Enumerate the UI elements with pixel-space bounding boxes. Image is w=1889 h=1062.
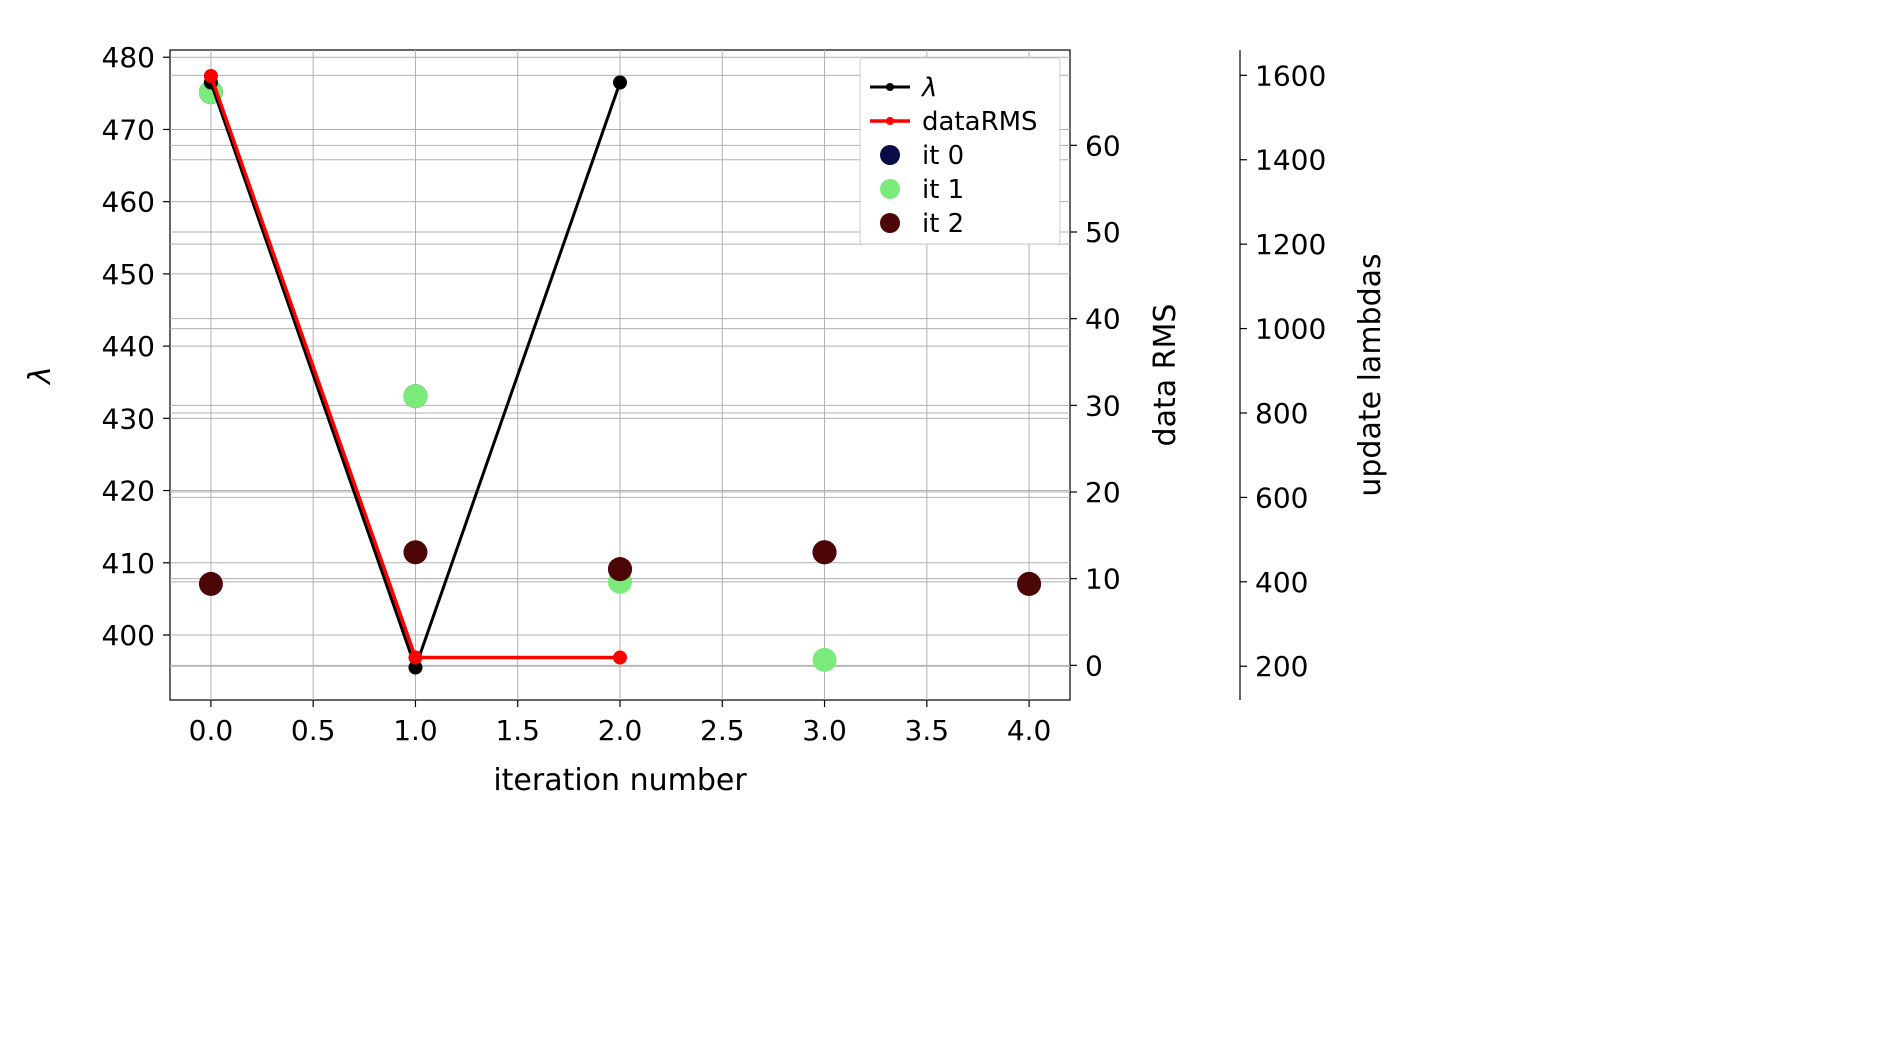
y-right1-tick-label: 40 [1085, 303, 1121, 336]
y-right1-tick-label: 60 [1085, 129, 1121, 162]
x-axis-label: iteration number [493, 763, 747, 798]
y-right2-tick-label: 400 [1255, 566, 1308, 599]
y-right1-tick-label: 30 [1085, 389, 1121, 422]
y-right1-tick-label: 0 [1085, 649, 1103, 682]
x-tick-label: 3.5 [905, 714, 950, 747]
series-marker-it2 [403, 540, 427, 564]
y-left-tick-label: 430 [102, 402, 155, 435]
y-right1-tick-label: 50 [1085, 216, 1121, 249]
legend-label: it 2 [922, 209, 964, 239]
y-left-tick-label: 460 [102, 186, 155, 219]
y-left-tick-label: 410 [102, 547, 155, 580]
y-right2-tick-label: 1600 [1255, 59, 1326, 92]
chart-svg: 0.0 0.5 1.0 1.5 2.0 2.5 3.0 3.5 4.0 iteration num… [0, 0, 1889, 1062]
x-tick-label: 2.0 [598, 714, 643, 747]
y-right2-tick-label: 200 [1255, 650, 1308, 683]
y-right2-tick-label: 1200 [1255, 228, 1326, 261]
y-left-axis-label: λ [23, 366, 58, 386]
legend: λ dataRMS it 0 it 1 it 2 [860, 58, 1060, 244]
x-tick-label: 1.0 [393, 714, 438, 747]
y-right2-tick-label: 600 [1255, 481, 1308, 514]
y-right1-tick-label: 10 [1085, 563, 1121, 596]
series-marker-it1 [813, 648, 837, 672]
x-tick-label: 2.5 [700, 714, 745, 747]
chart-container: 0.0 0.5 1.0 1.5 2.0 2.5 3.0 3.5 4.0 iteration num… [0, 0, 1889, 1062]
x-tick-label: 3.0 [802, 714, 847, 747]
series-marker-dataRMS [408, 651, 422, 665]
x-tick-label: 0.5 [291, 714, 336, 747]
x-tick-label: 0.0 [189, 714, 234, 747]
y-right2-tick-label: 1000 [1255, 313, 1326, 346]
y-left-tick-label: 470 [102, 113, 155, 146]
series-marker-it1 [403, 384, 427, 408]
series-marker-it2 [813, 540, 837, 564]
y-left-tick-label: 450 [102, 258, 155, 291]
legend-label: it 1 [922, 175, 964, 205]
y-left-tick-label: 400 [102, 619, 155, 652]
y-left-tick-label: 420 [102, 475, 155, 508]
y-right2-tick-label: 800 [1255, 397, 1308, 430]
legend-label: dataRMS [922, 107, 1038, 137]
series-marker-it2 [199, 572, 223, 596]
legend-label: λ [920, 73, 937, 103]
y-left-tick-label: 480 [102, 41, 155, 74]
series-marker-dataRMS [204, 69, 218, 83]
y-right2-axis-label: update lambdas [1353, 253, 1388, 496]
x-tick-label: 4.0 [1007, 714, 1052, 747]
series-marker-it2 [1017, 572, 1041, 596]
legend-label: it 0 [922, 141, 964, 171]
x-tick-label: 1.5 [495, 714, 540, 747]
series-marker-it2 [608, 557, 632, 581]
y-right1-tick-label: 20 [1085, 476, 1121, 509]
y-right1-axis-label: data RMS [1148, 304, 1183, 447]
series-marker-lambda [613, 76, 627, 90]
y-left-tick-label: 440 [102, 330, 155, 363]
y-right2-tick-label: 1400 [1255, 144, 1326, 177]
series-marker-dataRMS [613, 651, 627, 665]
